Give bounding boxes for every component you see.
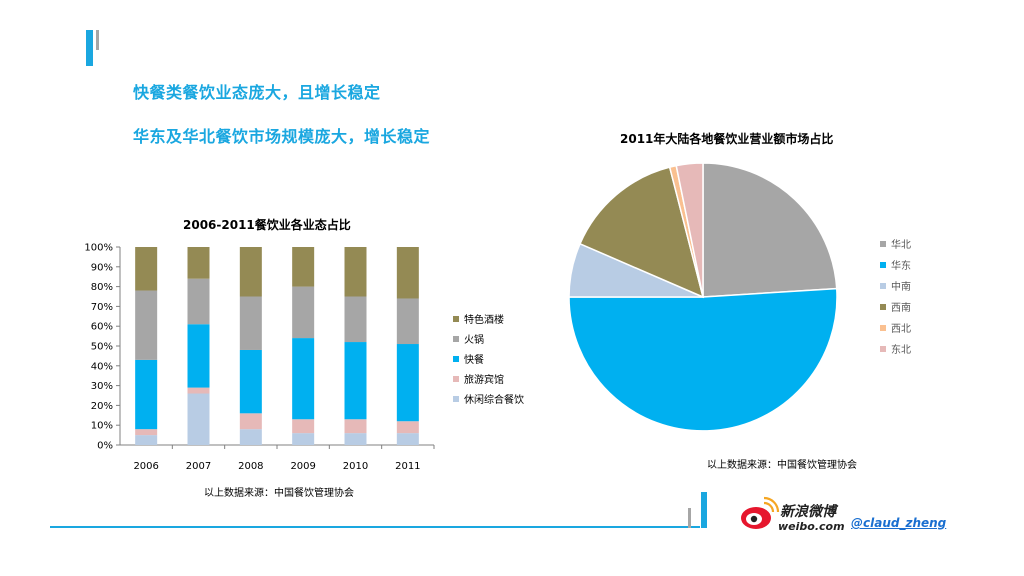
pie-slice	[675, 162, 704, 298]
bar-segment	[344, 419, 367, 434]
pie-legend-label: 华东	[891, 259, 911, 272]
bar-segment	[135, 247, 158, 291]
bar-segment	[344, 247, 367, 297]
legend-swatch	[453, 356, 459, 362]
pie-slice	[702, 162, 838, 298]
weibo-logo-cn: 新浪微博	[780, 504, 836, 520]
bar-chart-source: 以上数据来源：中国餐饮管理协会	[204, 488, 354, 499]
legend-label: 快餐	[464, 353, 484, 366]
legend-swatch	[453, 316, 459, 322]
y-tick-label: 50%	[91, 342, 113, 353]
pie-legend-swatch	[880, 325, 886, 331]
y-tick-label: 80%	[91, 282, 113, 293]
bar-segment	[239, 429, 262, 445]
headline-1: 快餐类餐饮业态庞大，且增长稳定	[133, 83, 381, 102]
pie-legend-swatch	[880, 262, 886, 268]
bar-segment	[396, 298, 419, 345]
y-tick-label: 10%	[91, 421, 113, 432]
y-tick-label: 70%	[91, 302, 113, 313]
bar-segment	[187, 247, 210, 279]
bar-segment	[292, 419, 315, 434]
y-tick-label: 40%	[91, 361, 113, 372]
bar-chart-title: 2006-2011餐饮业各业态占比	[183, 218, 351, 232]
y-tick-label: 0%	[97, 441, 113, 452]
legend-label: 休闲综合餐饮	[464, 393, 524, 406]
legend-label: 火锅	[464, 334, 484, 346]
bar-segment	[187, 278, 210, 325]
x-tick-label: 2008	[238, 461, 263, 472]
bar-segment	[239, 296, 262, 350]
author-handle-link[interactable]: @claud_zheng	[851, 516, 947, 530]
x-tick-label: 2007	[186, 461, 211, 472]
pie-legend-swatch	[880, 283, 886, 289]
bar-segment	[292, 286, 315, 339]
pie-chart-source: 以上数据来源：中国餐饮管理协会	[707, 460, 857, 471]
bar-segment	[292, 247, 315, 287]
legend-swatch	[453, 336, 459, 342]
headline-2: 华东及华北餐饮市场规模庞大，增长稳定	[133, 127, 431, 146]
pie-legend-label: 中南	[891, 280, 911, 293]
bar-segment	[292, 338, 315, 420]
pie-legend-label: 西南	[891, 301, 911, 314]
bar-segment	[187, 324, 210, 388]
y-tick-label: 20%	[91, 401, 113, 412]
bar-segment	[187, 387, 210, 394]
header-accent-bar	[86, 30, 93, 66]
footer-divider	[50, 526, 700, 528]
bar-segment	[344, 433, 367, 445]
bar-segment	[135, 429, 158, 436]
footer-accent-bar	[701, 492, 707, 528]
bar-segment	[239, 349, 262, 414]
x-tick-label: 2009	[290, 461, 315, 472]
pie-legend-label: 东北	[891, 343, 911, 356]
bar-segment	[239, 247, 262, 297]
legend-label: 特色酒楼	[464, 313, 504, 326]
y-tick-label: 60%	[91, 322, 113, 333]
pie-chart-title: 2011年大陆各地餐饮业营业额市场占比	[620, 132, 834, 146]
pie-slice	[568, 287, 838, 432]
bar-segment	[187, 393, 210, 445]
bar-segment	[396, 247, 419, 299]
x-tick-label: 2006	[133, 461, 158, 472]
pie-legend-swatch	[880, 241, 886, 247]
y-tick-label: 30%	[91, 381, 113, 392]
bar-segment	[135, 290, 158, 360]
bar-segment	[344, 342, 367, 420]
pie-legend-swatch	[880, 304, 886, 310]
bar-segment	[135, 435, 158, 445]
legend-swatch	[453, 396, 459, 402]
bar-segment	[396, 421, 419, 434]
legend-label: 旅游宾馆	[464, 373, 504, 386]
x-tick-label: 2010	[343, 461, 368, 472]
y-tick-label: 100%	[84, 243, 113, 254]
stacked-bar-chart: 0% 10% 20% 30% 40% 50% 60% 70% 80% 90% 100% 2006 200…	[84, 243, 524, 473]
pie-slice	[579, 166, 705, 299]
footer-gray-bar	[688, 508, 691, 528]
bar-segment	[135, 359, 158, 430]
x-tick-label: 2011	[395, 461, 420, 472]
bar-segment	[396, 344, 419, 422]
bar-segment	[239, 413, 262, 430]
bar-segment	[344, 296, 367, 343]
pie-legend-label: 西北	[891, 323, 911, 335]
weibo-logo-en: weibo.com	[778, 520, 845, 533]
pie-legend-label: 华北	[891, 238, 911, 251]
legend-swatch	[453, 376, 459, 382]
y-tick-label: 90%	[91, 262, 113, 273]
pie-legend-swatch	[880, 346, 886, 352]
bar-segment	[292, 433, 315, 445]
header-gray-bar	[96, 30, 99, 50]
bar-segment	[396, 433, 419, 445]
